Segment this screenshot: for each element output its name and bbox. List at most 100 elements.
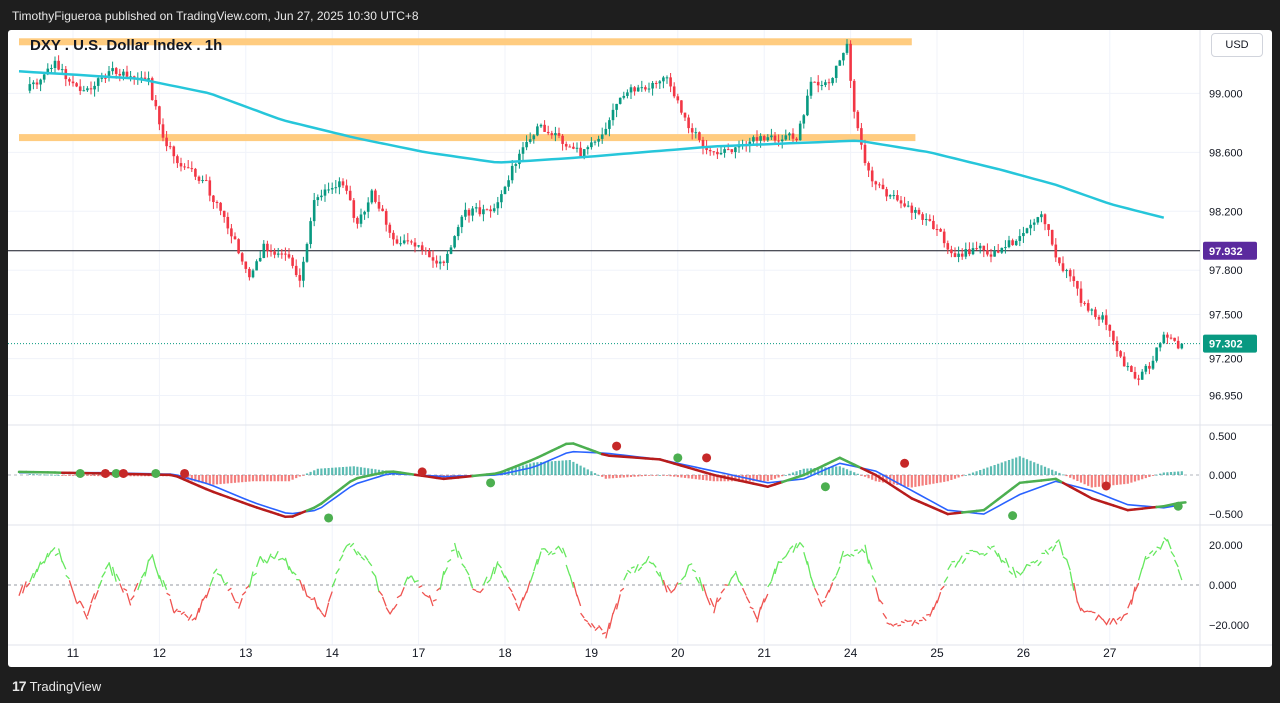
macd-line-segment: [572, 442, 582, 448]
oscillator-line-segment: [310, 598, 315, 601]
candle-body: [194, 168, 197, 177]
oscillator-line-segment: [846, 553, 851, 558]
candle-body: [852, 80, 856, 112]
macd-histogram-bar: [964, 475, 967, 476]
candle-body: [572, 146, 575, 149]
macd-histogram-bar: [1159, 473, 1162, 475]
oscillator-line-segment: [292, 571, 297, 576]
candle-body: [906, 205, 910, 207]
candle-body: [921, 214, 924, 220]
candle-body: [273, 251, 276, 255]
oscillator-line-segment: [54, 552, 59, 557]
chart-panel[interactable]: 99.000 98.600 98.200 97.800 97.500 97.200 96.9…: [8, 30, 1272, 667]
oscillator-line-segment: [1148, 550, 1154, 555]
macd-histogram-bar: [309, 471, 312, 475]
currency-button[interactable]: USD: [1211, 33, 1263, 57]
macd-histogram-bar: [363, 467, 366, 475]
oscillator-line-segment: [1120, 614, 1125, 622]
macd-line-segment: [795, 473, 806, 479]
oscillator-line-segment: [1112, 618, 1118, 625]
macd-histogram-bar: [939, 475, 942, 483]
macd-histogram-bar: [993, 465, 996, 475]
macd-histogram-bar: [244, 475, 247, 482]
oscillator-line-segment: [108, 562, 114, 576]
macd-histogram-bar: [39, 474, 42, 476]
macd-histogram-bar: [903, 475, 906, 487]
time-axis-label: 17: [412, 646, 426, 660]
oscillator-line-segment: [338, 554, 344, 562]
tradingview-logo[interactable]: 17 TradingView: [12, 678, 101, 694]
macd-histogram-bar: [1065, 475, 1068, 477]
oscillator-line-segment: [140, 571, 146, 579]
candle-body: [46, 68, 50, 75]
oscillator-line-segment: [399, 587, 405, 597]
macd-histogram-bar: [759, 475, 762, 482]
candle-body: [71, 81, 75, 84]
macd-histogram-bar: [1180, 471, 1183, 475]
candle-body: [464, 209, 467, 217]
macd-histogram-bar: [1033, 462, 1036, 475]
time-axis-label: 26: [1017, 646, 1031, 660]
macd-histogram-bar: [205, 475, 208, 485]
candle-body: [147, 78, 150, 80]
macd-histogram-bar: [896, 475, 899, 485]
oscillator-line-segment: [97, 579, 103, 589]
oscillator-line-segment: [1102, 618, 1107, 625]
oscillator-line-segment: [983, 552, 988, 557]
macd-histogram-bar: [1144, 475, 1147, 479]
oscillator-line-segment: [612, 603, 618, 615]
macd-histogram-bar: [1047, 468, 1050, 475]
candle-body: [442, 261, 446, 263]
candle-body: [824, 82, 827, 86]
oscillator-line-segment: [652, 562, 657, 568]
oscillator-line-segment: [893, 622, 898, 626]
oscillator-line-segment: [68, 580, 74, 592]
candle-body: [334, 187, 338, 189]
candle-body: [1072, 276, 1076, 282]
macd-line-segment: [766, 483, 777, 488]
candle-body: [330, 188, 334, 190]
oscillator-line-segment: [245, 585, 250, 590]
oscillator-line-segment: [76, 600, 81, 605]
macd-line-segment: [910, 497, 921, 503]
oscillator-line-segment: [255, 556, 261, 568]
macd-histogram-bar: [626, 475, 629, 478]
chart-canvas[interactable]: 99.000 98.600 98.200 97.800 97.500 97.200 96.9…: [8, 30, 1272, 667]
oscillator-line-segment: [774, 560, 780, 575]
oscillator-line-segment: [270, 555, 275, 560]
candle-body: [370, 190, 374, 203]
oscillator-line-segment: [1004, 557, 1010, 568]
candle-body: [1043, 214, 1047, 225]
macd-histogram-bar: [647, 475, 651, 476]
candle-body: [1061, 263, 1065, 271]
macd-histogram-bar: [201, 475, 204, 484]
macd-line-segment: [536, 452, 546, 459]
candle-body: [665, 77, 669, 79]
candle-body: [172, 146, 176, 157]
macd-histogram-bar: [356, 466, 359, 475]
candle-body: [431, 257, 435, 261]
oscillator-line-segment: [313, 596, 319, 610]
candle-body: [723, 149, 726, 153]
oscillator-line-segment: [522, 591, 528, 601]
oscillator-line-segment: [1033, 559, 1039, 564]
macd-histogram-bar: [219, 475, 222, 485]
candle-body: [960, 253, 964, 257]
macd-histogram-bar: [856, 473, 859, 475]
candle-body: [982, 245, 986, 251]
candle-body: [705, 147, 708, 151]
macd-histogram-bar: [86, 475, 89, 476]
candle-body: [381, 208, 384, 212]
oscillator-line-segment: [410, 575, 416, 583]
candle-body: [507, 180, 510, 187]
oscillator-line-segment: [810, 577, 816, 588]
oscillator-line-segment: [252, 572, 257, 577]
candle-body: [795, 138, 798, 141]
macd-histogram-bar: [251, 475, 255, 482]
candle-body: [766, 137, 770, 141]
oscillator-line-segment: [1105, 618, 1111, 626]
macd-histogram-bar: [136, 475, 139, 477]
oscillator-line-segment: [191, 617, 196, 621]
oscillator-line-segment: [25, 582, 31, 588]
candle-body: [1004, 247, 1007, 249]
